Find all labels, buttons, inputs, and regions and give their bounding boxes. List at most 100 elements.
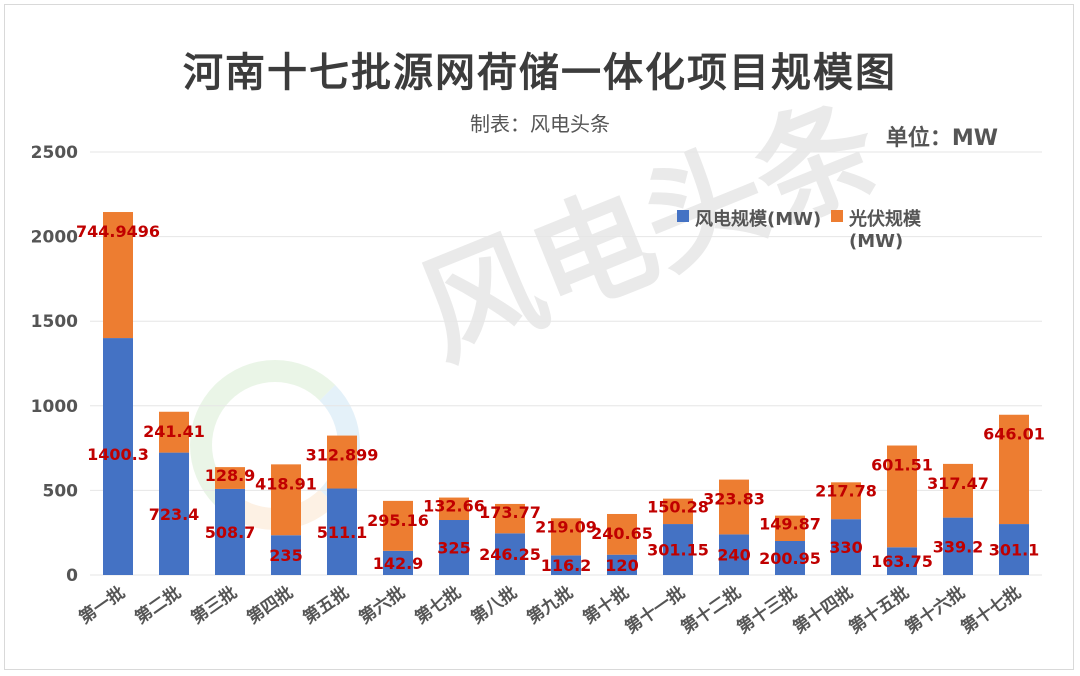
bar-solar xyxy=(775,515,805,541)
bar-solar xyxy=(663,498,693,525)
bar-wind xyxy=(439,520,469,575)
bar-solar xyxy=(159,411,189,453)
x-category-label: 第九批 xyxy=(523,582,577,628)
y-tick-label: 2500 xyxy=(31,143,78,163)
bar-solar xyxy=(383,500,413,551)
data-label-solar: 132.66 xyxy=(423,497,485,516)
bar-solar xyxy=(327,435,357,489)
data-label-wind: 301.15 xyxy=(647,541,709,560)
data-label-solar: 295.16 xyxy=(367,511,429,530)
bar-solar xyxy=(103,212,133,339)
data-label-solar: 149.87 xyxy=(759,515,821,534)
bar-solar xyxy=(719,479,749,535)
x-category-label: 第一批 xyxy=(75,582,129,628)
bar-solar xyxy=(831,482,861,520)
data-label-wind: 325 xyxy=(437,539,470,558)
bar-wind xyxy=(495,533,525,575)
x-category-label: 第十四批 xyxy=(789,582,857,638)
bar-solar xyxy=(887,445,917,548)
data-label-solar: 240.65 xyxy=(591,524,653,543)
data-label-solar: 323.83 xyxy=(703,490,765,509)
data-label-solar: 150.28 xyxy=(647,498,709,517)
legend-swatch-solar xyxy=(831,210,843,222)
data-label-wind: 142.9 xyxy=(373,554,424,573)
bar-wind xyxy=(159,452,189,575)
bar-wind xyxy=(831,519,861,575)
bar-wind xyxy=(327,488,357,575)
bar-solar xyxy=(999,414,1029,525)
data-label-solar: 312.899 xyxy=(306,446,379,465)
bar-wind xyxy=(383,550,413,575)
x-category-label: 第七批 xyxy=(411,582,465,628)
data-label-solar: 173.77 xyxy=(479,503,541,522)
x-category-label: 第十三批 xyxy=(733,582,801,638)
x-category-label: 第三批 xyxy=(187,582,241,628)
x-category-label: 第五批 xyxy=(299,582,353,628)
bar-solar xyxy=(439,497,469,521)
chart-subtitle: 制表：风电头条 xyxy=(470,112,610,136)
data-label-wind: 301.1 xyxy=(989,541,1040,560)
data-label-solar: 418.91 xyxy=(255,474,317,493)
bar-wind xyxy=(943,517,973,575)
legend-label-wind: 风电规模(MW) xyxy=(695,209,822,230)
data-label-wind: 508.7 xyxy=(205,523,256,542)
data-label-wind: 120 xyxy=(605,556,638,575)
x-category-label: 第十二批 xyxy=(677,582,745,638)
bar-wind xyxy=(775,540,805,575)
x-category-label: 第十七批 xyxy=(957,582,1025,638)
x-category-label: 第八批 xyxy=(467,582,521,628)
legend-item-wind: 风电规模(MW) xyxy=(677,205,821,231)
data-label-solar: 744.9496 xyxy=(76,222,160,241)
data-label-wind: 116.2 xyxy=(541,556,592,575)
x-category-label: 第六批 xyxy=(355,582,409,628)
x-category-label: 第四批 xyxy=(243,582,297,628)
data-label-wind: 511.1 xyxy=(317,523,368,542)
data-label-solar: 646.01 xyxy=(983,425,1045,444)
data-label-wind: 339.2 xyxy=(933,537,984,556)
bar-wind xyxy=(551,555,581,575)
bar-solar xyxy=(271,464,301,536)
bar-solar xyxy=(215,467,245,489)
data-label-wind: 330 xyxy=(829,538,862,557)
data-label-wind: 163.75 xyxy=(871,552,933,571)
legend-item-solar: 光伏规模(MW) xyxy=(831,205,951,252)
data-label-wind: 200.95 xyxy=(759,549,821,568)
chart-frame xyxy=(4,4,1074,670)
bar-solar xyxy=(943,463,973,518)
x-category-label: 第十五批 xyxy=(845,582,913,638)
data-label-wind: 235 xyxy=(269,546,302,565)
y-tick-label: 1000 xyxy=(31,397,78,417)
data-label-solar: 219.09 xyxy=(535,517,597,536)
bar-solar xyxy=(551,518,581,556)
y-tick-label: 500 xyxy=(43,481,79,501)
x-category-label: 第十六批 xyxy=(901,582,969,638)
bar-wind xyxy=(719,534,749,575)
data-label-wind: 240 xyxy=(717,546,750,565)
bar-solar xyxy=(495,503,525,534)
data-label-solar: 217.78 xyxy=(815,481,877,500)
y-tick-label: 2000 xyxy=(31,228,78,248)
x-category-label: 第二批 xyxy=(131,582,185,628)
y-tick-label: 1500 xyxy=(31,312,78,332)
data-label-solar: 241.41 xyxy=(143,422,205,441)
data-label-solar: 317.47 xyxy=(927,474,989,493)
data-label-wind: 1400.3 xyxy=(87,445,149,464)
legend-swatch-wind xyxy=(677,210,689,222)
unit-label: 单位：MW xyxy=(885,126,998,151)
bar-wind xyxy=(215,488,245,575)
bar-solar xyxy=(607,513,637,555)
data-label-wind: 723.4 xyxy=(149,505,200,524)
data-label-wind: 246.25 xyxy=(479,545,541,564)
bar-wind xyxy=(999,524,1029,575)
bar-wind xyxy=(663,524,693,575)
bar-wind xyxy=(271,535,301,575)
legend-label-solar: 光伏规模(MW) xyxy=(849,209,921,252)
data-label-solar: 601.51 xyxy=(871,456,933,475)
bar-wind xyxy=(887,547,917,575)
bar-wind xyxy=(103,338,133,575)
y-tick-label: 0 xyxy=(66,566,78,586)
chart-title: 河南十七批源网荷储一体化项目规模图 xyxy=(183,50,897,96)
bar-wind xyxy=(607,554,637,575)
data-label-solar: 128.9 xyxy=(205,466,256,485)
